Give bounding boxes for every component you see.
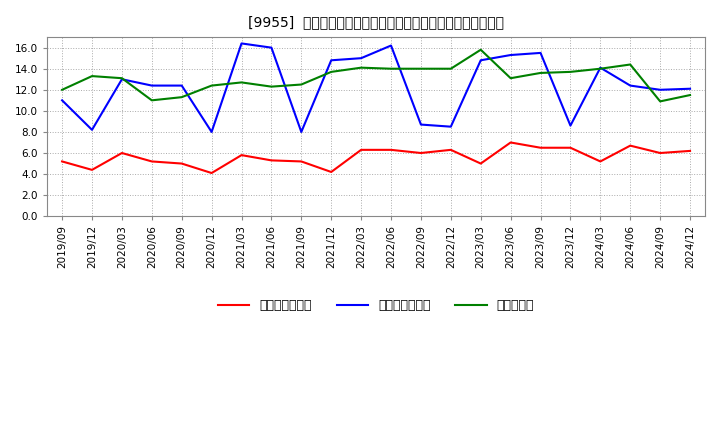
買入債務回転率 — [237, 41, 246, 46]
買入債務回転率 — [58, 98, 66, 103]
売上債権回転率 — [267, 158, 276, 163]
売上債権回転率 — [446, 147, 455, 153]
Line: 売上債権回転率: 売上債権回転率 — [62, 143, 690, 173]
買入債務回転率 — [685, 86, 694, 92]
売上債権回転率 — [566, 145, 575, 150]
売上債権回転率 — [58, 159, 66, 164]
売上債権回転率 — [685, 148, 694, 154]
在庫回転率 — [566, 69, 575, 74]
売上債権回転率 — [88, 167, 96, 172]
売上債権回転率 — [117, 150, 126, 156]
売上債権回転率 — [477, 161, 485, 166]
在庫回転率 — [58, 87, 66, 92]
買入債務回転率 — [177, 83, 186, 88]
在庫回転率 — [177, 95, 186, 100]
売上債権回転率 — [237, 153, 246, 158]
買入債務回転率 — [88, 127, 96, 132]
買入債務回転率 — [536, 50, 545, 55]
在庫回転率 — [596, 66, 605, 71]
在庫回転率 — [267, 84, 276, 89]
在庫回転率 — [446, 66, 455, 71]
買入債務回転率 — [117, 77, 126, 82]
売上債権回転率 — [148, 159, 156, 164]
売上債権回転率 — [207, 170, 216, 176]
在庫回転率 — [237, 80, 246, 85]
買入債務回転率 — [417, 122, 426, 127]
在庫回転率 — [387, 66, 395, 71]
買入債務回転率 — [357, 55, 366, 61]
売上債権回転率 — [626, 143, 634, 148]
Line: 在庫回転率: 在庫回転率 — [62, 50, 690, 101]
買入債務回転率 — [387, 43, 395, 48]
買入債務回転率 — [297, 129, 306, 135]
在庫回転率 — [88, 73, 96, 79]
売上債権回転率 — [177, 161, 186, 166]
在庫回転率 — [357, 65, 366, 70]
売上債権回転率 — [387, 147, 395, 153]
買入債務回転率 — [267, 45, 276, 50]
買入債務回転率 — [566, 123, 575, 128]
在庫回転率 — [536, 70, 545, 76]
在庫回転率 — [417, 66, 426, 71]
Line: 買入債務回転率: 買入債務回転率 — [62, 44, 690, 132]
買入債務回転率 — [446, 124, 455, 129]
Legend: 売上債権回転率, 買入債務回転率, 在庫回転率: 売上債権回転率, 買入債務回転率, 在庫回転率 — [213, 294, 539, 317]
在庫回転率 — [207, 83, 216, 88]
売上債権回転率 — [656, 150, 665, 156]
売上債権回転率 — [596, 159, 605, 164]
在庫回転率 — [477, 47, 485, 52]
買入債務回転率 — [596, 65, 605, 70]
売上債権回転率 — [506, 140, 515, 145]
買入債務回転率 — [207, 129, 216, 135]
買入債務回転率 — [477, 58, 485, 63]
売上債権回転率 — [297, 159, 306, 164]
在庫回転率 — [506, 76, 515, 81]
在庫回転率 — [148, 98, 156, 103]
買入債務回転率 — [506, 52, 515, 58]
買入債務回転率 — [327, 58, 336, 63]
買入債務回転率 — [148, 83, 156, 88]
売上債権回転率 — [327, 169, 336, 175]
売上債権回転率 — [536, 145, 545, 150]
在庫回転率 — [297, 82, 306, 87]
売上債権回転率 — [357, 147, 366, 153]
在庫回転率 — [626, 62, 634, 67]
買入債務回転率 — [656, 87, 665, 92]
在庫回転率 — [656, 99, 665, 104]
買入債務回転率 — [626, 83, 634, 88]
在庫回転率 — [327, 69, 336, 74]
売上債権回転率 — [417, 150, 426, 156]
在庫回転率 — [685, 92, 694, 98]
在庫回転率 — [117, 76, 126, 81]
Title: [9955]  売上債権回転率、買入債務回転率、在庫回転率の推移: [9955] 売上債権回転率、買入債務回転率、在庫回転率の推移 — [248, 15, 504, 29]
